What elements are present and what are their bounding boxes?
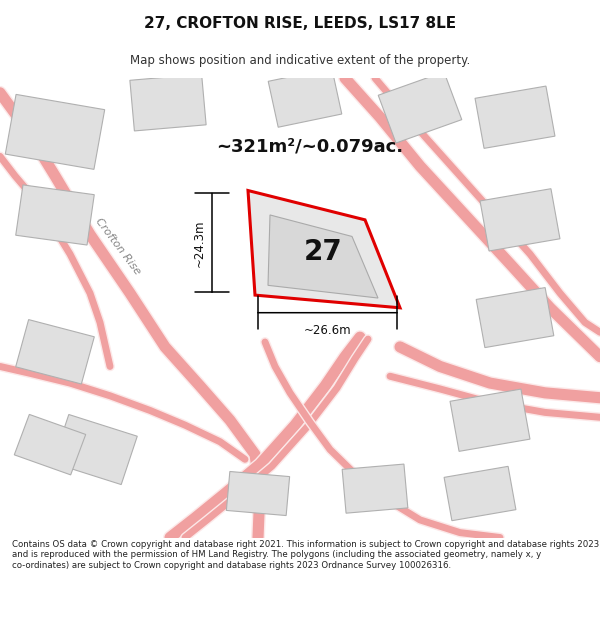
Polygon shape xyxy=(342,464,408,513)
Polygon shape xyxy=(14,414,86,475)
Polygon shape xyxy=(16,185,94,245)
Polygon shape xyxy=(16,319,94,384)
Polygon shape xyxy=(378,72,462,143)
Text: ~24.3m: ~24.3m xyxy=(193,219,206,267)
Polygon shape xyxy=(130,74,206,131)
Polygon shape xyxy=(268,215,378,298)
Polygon shape xyxy=(476,288,554,348)
Polygon shape xyxy=(480,189,560,251)
Text: ~26.6m: ~26.6m xyxy=(304,324,352,338)
Text: Crofton Rise: Crofton Rise xyxy=(94,216,142,276)
Text: Contains OS data © Crown copyright and database right 2021. This information is : Contains OS data © Crown copyright and d… xyxy=(12,540,599,570)
Text: ~321m²/~0.079ac.: ~321m²/~0.079ac. xyxy=(217,138,404,156)
Polygon shape xyxy=(268,68,342,128)
Text: Map shows position and indicative extent of the property.: Map shows position and indicative extent… xyxy=(130,54,470,68)
Polygon shape xyxy=(226,471,290,516)
Polygon shape xyxy=(475,86,555,148)
Text: 27: 27 xyxy=(304,238,343,266)
Polygon shape xyxy=(5,94,104,169)
Polygon shape xyxy=(53,414,137,484)
Polygon shape xyxy=(450,389,530,451)
Polygon shape xyxy=(444,466,516,521)
Polygon shape xyxy=(248,191,400,308)
Text: 27, CROFTON RISE, LEEDS, LS17 8LE: 27, CROFTON RISE, LEEDS, LS17 8LE xyxy=(144,16,456,31)
